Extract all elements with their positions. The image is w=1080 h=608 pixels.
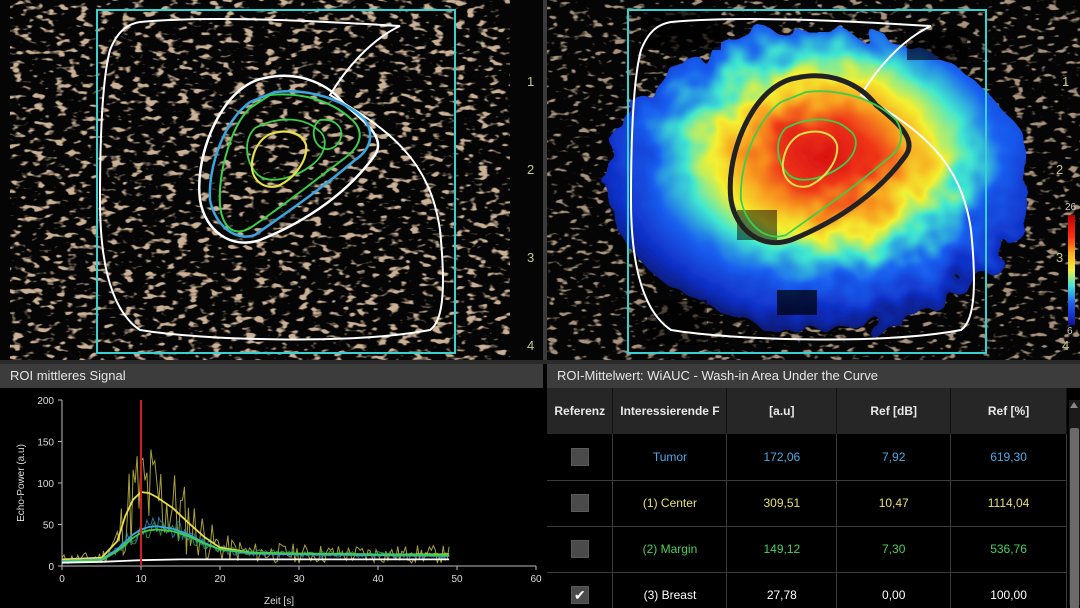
x-tick-label: 0 <box>59 574 65 585</box>
x-tick-label: 20 <box>214 574 226 585</box>
x-tick-label: 30 <box>293 574 305 585</box>
depth-marker-1: 1 <box>1062 74 1070 89</box>
checkmark-icon: ✔ <box>573 587 586 603</box>
value-au: 172,06 <box>726 434 838 481</box>
viewport-separator[interactable] <box>543 0 547 360</box>
value-ref-pct: 1114,04 <box>950 480 1067 527</box>
breast-roi-outline[interactable] <box>98 18 444 341</box>
value-ref-pct: 100,00 <box>950 572 1067 608</box>
depth-marker-4: 4 <box>1062 338 1070 353</box>
table-scrollbar[interactable] <box>1069 400 1080 608</box>
reference-cell: ✔ <box>547 572 614 608</box>
fitted-curve--3-breast <box>61 558 450 564</box>
scrollbar-thumb[interactable] <box>1070 428 1079 608</box>
depth-marker-2: 2 <box>527 162 535 177</box>
column-header-ref-pct[interactable]: Ref [%] <box>950 388 1067 434</box>
roi-bounding-box[interactable] <box>96 9 456 354</box>
ultrasound-bmode-viewport[interactable]: 1 2 3 4 <box>0 0 543 360</box>
column-header-ref-db[interactable]: Ref [dB] <box>836 388 952 434</box>
x-tick-label: 60 <box>530 574 542 585</box>
parametric-map-viewport[interactable]: 26 6 1 2 3 4 <box>547 0 1080 360</box>
value-au: 149,12 <box>726 526 838 573</box>
region-name: (2) Margin <box>612 526 728 573</box>
roi-bounding-box[interactable] <box>627 9 987 354</box>
reference-checkbox[interactable] <box>570 540 589 558</box>
reference-cell <box>547 526 614 573</box>
value-au: 309,51 <box>726 480 838 527</box>
x-axis-label: Zeit [s] <box>264 596 294 607</box>
region-name: Tumor <box>612 434 728 481</box>
table-row[interactable]: Tumor 172,06 7,92 619,30 <box>547 434 1067 481</box>
colorbar-max-label: 26 <box>1065 202 1077 213</box>
y-axis-label: Echo-Power (a.u) <box>16 444 27 522</box>
region-name: (3) Breast <box>612 572 728 608</box>
colorbar <box>1068 215 1075 325</box>
bmode-image <box>10 0 510 360</box>
scroll-up-arrow-icon[interactable] <box>1070 402 1078 408</box>
depth-marker-3: 3 <box>1056 250 1064 265</box>
chart-svg: 0 50 100 150 200 0 10 20 30 40 50 60 Zeit [s] Echo-Po… <box>16 396 542 607</box>
value-ref-db: 10,47 <box>836 480 952 527</box>
table-header-row: Referenz Interessierende F [a.u] Ref [dB… <box>547 388 1067 434</box>
depth-marker-2: 2 <box>1056 162 1064 177</box>
y-tick-label: 150 <box>37 438 54 449</box>
reference-cell <box>547 434 614 481</box>
table-row[interactable]: (2) Margin 149,12 7,30 536,76 <box>547 526 1067 573</box>
colorbar-min-label: 6 <box>1067 326 1073 337</box>
reference-checkbox[interactable]: ✔ <box>570 586 589 604</box>
table-row[interactable]: (1) Center 309,51 10,47 1114,04 <box>547 480 1067 527</box>
value-ref-pct: 536,76 <box>950 526 1067 573</box>
x-tick-label: 40 <box>372 574 384 585</box>
tumor-roi-outline[interactable] <box>208 90 372 238</box>
table-panel-title: ROI-Mittelwert: WiAUC - Wash-in Area Und… <box>547 364 1080 388</box>
depth-marker-1: 1 <box>527 74 535 89</box>
value-ref-pct: 619,30 <box>950 434 1067 481</box>
region-name: (1) Center <box>612 480 728 527</box>
margin-roi-outline[interactable] <box>218 93 361 233</box>
reference-cell <box>547 480 614 527</box>
chart-panel-title: ROI mittleres Signal <box>0 364 543 388</box>
table-row[interactable]: ✔ (3) Breast 27,78 0,00 100,00 <box>547 572 1067 608</box>
value-au: 27,78 <box>726 572 838 608</box>
parametric-map-image <box>547 0 1080 360</box>
wiauc-table: Referenz Interessierende F [a.u] Ref [dB… <box>547 388 1067 608</box>
y-tick-label: 200 <box>37 396 54 407</box>
y-tick-label: 100 <box>37 479 54 490</box>
wiauc-table-panel: Referenz Interessierende F [a.u] Ref [dB… <box>547 388 1080 608</box>
y-tick-label: 0 <box>48 562 54 573</box>
breast-roi-outline[interactable] <box>629 18 975 341</box>
depth-marker-4: 4 <box>527 338 535 353</box>
value-ref-db: 0,00 <box>836 572 952 608</box>
fitted-curve--2-margin <box>61 528 450 563</box>
column-header-region[interactable]: Interessierende F <box>612 388 728 434</box>
center-roi-outline[interactable] <box>781 130 839 188</box>
roi-signal-chart: 0 50 100 150 200 0 10 20 30 40 50 60 Zeit [s] Echo-Po… <box>0 388 543 608</box>
panel-separator[interactable] <box>0 360 1080 364</box>
center-roi-outline[interactable] <box>250 130 308 188</box>
depth-marker-3: 3 <box>527 250 535 265</box>
column-header-au[interactable]: [a.u] <box>726 388 838 434</box>
x-tick-label: 10 <box>135 574 147 585</box>
x-tick-label: 50 <box>451 574 463 585</box>
value-ref-db: 7,30 <box>836 526 952 573</box>
reference-checkbox[interactable] <box>570 447 589 466</box>
y-tick-label: 50 <box>43 521 55 532</box>
value-ref-db: 7,92 <box>836 434 952 481</box>
column-header-referenz[interactable]: Referenz <box>547 388 614 434</box>
reference-checkbox[interactable] <box>570 494 589 512</box>
